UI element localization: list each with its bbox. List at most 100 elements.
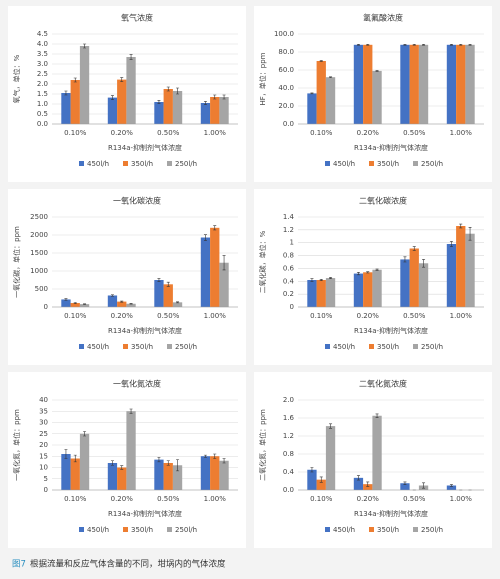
error-bar (64, 90, 68, 96)
error-bar (176, 301, 180, 304)
error-bar (468, 44, 472, 46)
bar (79, 46, 90, 124)
error-bar (166, 281, 170, 287)
bar (117, 301, 127, 307)
error-bar (83, 303, 87, 305)
error-bar (157, 100, 161, 104)
y-tick-label: 0 (44, 303, 48, 311)
y-tick-label: 30 (39, 419, 48, 427)
x-tick-label: 0.20% (111, 495, 134, 503)
caption-text: 根据流量和反应气体含量的不同，坩埚内的气体浓度 (30, 559, 226, 570)
y-tick-label: 20 (39, 441, 48, 449)
y-tick-label: 0.0 (283, 486, 294, 494)
y-tick-label: 100.0 (274, 30, 294, 38)
bar (163, 463, 173, 490)
error-bar (366, 481, 370, 487)
legend-swatch (325, 527, 330, 532)
bar (418, 44, 429, 124)
x-axis-label: R134a-抑制剂气体浓度 (354, 509, 428, 518)
error-bar (83, 43, 87, 49)
y-tick-label: 15 (39, 452, 48, 460)
legend-swatch (325, 344, 330, 349)
error-bar (422, 482, 426, 489)
x-tick-label: 0.50% (403, 129, 426, 137)
x-tick-label: 0.50% (157, 129, 180, 137)
x-tick-label: 0.50% (403, 495, 426, 503)
bar (307, 280, 317, 307)
legend-swatch (79, 527, 84, 532)
legend-swatch (79, 161, 84, 166)
bar (363, 484, 373, 490)
error-bar (366, 44, 370, 46)
error-bar (73, 77, 77, 83)
y-tick-label: 1500 (30, 249, 48, 257)
bar (126, 57, 136, 124)
x-axis-label: R134a-抑制剂气体浓度 (108, 509, 182, 518)
error-bar (310, 92, 314, 95)
error-bar (157, 457, 161, 463)
legend-swatch (325, 161, 330, 166)
y-tick-label: 5 (44, 475, 48, 483)
error-bar (176, 87, 180, 95)
error-bar (222, 94, 226, 100)
error-bar (403, 256, 407, 263)
y-axis-label: 二氧化碳，单位：% (258, 230, 267, 293)
y-tick-label: 1.5 (37, 90, 48, 98)
error-bar (449, 44, 453, 46)
error-bar (356, 271, 360, 276)
y-tick-label: 35 (39, 407, 48, 415)
bar (446, 485, 457, 490)
chart-title: 氢氟酸浓度 (363, 13, 403, 23)
error-bar (375, 268, 379, 271)
y-tick-label: 10 (39, 464, 48, 472)
legend-label: 250l/h (421, 526, 443, 534)
bar (372, 269, 382, 307)
legend-swatch (369, 161, 374, 166)
x-tick-label: 0.50% (157, 312, 180, 320)
legend-label: 450l/h (333, 526, 355, 534)
legend-label: 350l/h (377, 343, 399, 351)
y-tick-label: 2.0 (37, 80, 48, 88)
bar (61, 93, 71, 124)
error-bar (403, 481, 407, 485)
error-bar (422, 44, 426, 46)
bar (126, 411, 136, 490)
y-tick-label: 2000 (30, 231, 48, 239)
error-bar (468, 226, 472, 241)
x-tick-label: 1.00% (450, 129, 473, 137)
error-bar (422, 259, 426, 268)
bar (107, 97, 118, 124)
error-bar (213, 94, 217, 100)
legend-label: 450l/h (87, 160, 109, 168)
error-bar (319, 476, 323, 483)
legend-label: 250l/h (175, 343, 197, 351)
chart-title: 一氧化碳浓度 (113, 196, 161, 206)
x-axis-label: R134a-抑制剂气体浓度 (354, 326, 428, 335)
y-tick-label: 80.0 (278, 48, 294, 56)
bar (210, 97, 220, 124)
error-bar (449, 241, 453, 247)
error-bar (120, 77, 124, 82)
bar (325, 278, 336, 307)
x-axis-label: R134a-抑制剂气体浓度 (108, 326, 182, 335)
error-bar (176, 459, 180, 472)
y-tick-label: 0.0 (37, 120, 48, 128)
legend-label: 250l/h (175, 160, 197, 168)
legend-swatch (369, 344, 374, 349)
error-bar (129, 408, 133, 414)
bar (446, 44, 457, 124)
y-tick-label: 2.5 (37, 70, 48, 78)
bar (70, 303, 80, 307)
bar (79, 433, 90, 490)
bar (172, 302, 183, 307)
error-bar (222, 255, 226, 271)
x-tick-label: 0.20% (357, 312, 380, 320)
bar (210, 456, 220, 490)
y-tick-label: 0.4 (283, 468, 295, 476)
bar (325, 77, 336, 124)
legend-label: 450l/h (87, 343, 109, 351)
legend-label: 450l/h (87, 526, 109, 534)
caption-label: 图7 (12, 560, 26, 570)
